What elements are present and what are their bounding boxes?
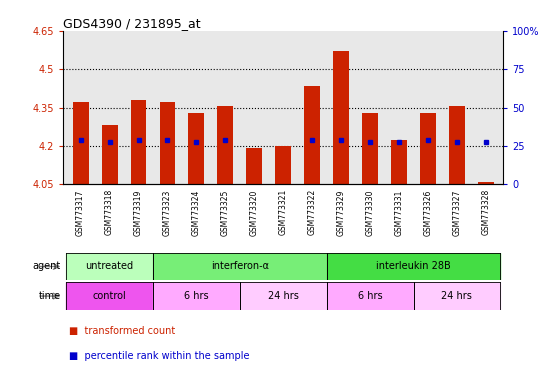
Bar [327,253,500,280]
Text: untreated: untreated [85,262,134,271]
Text: GDS4390 / 231895_at: GDS4390 / 231895_at [63,17,201,30]
Bar [327,282,414,310]
Bar [304,86,320,184]
Bar [246,149,262,184]
Bar [478,182,494,184]
Text: agent: agent [32,262,60,271]
Bar [66,253,153,280]
Text: time: time [39,291,60,301]
Text: control: control [93,291,126,301]
Bar [449,106,465,184]
Bar [73,103,89,184]
Bar [420,113,436,184]
Text: interferon-α: interferon-α [211,262,269,271]
Bar [66,282,153,310]
Bar [102,126,118,184]
Bar [153,282,240,310]
Bar [240,282,327,310]
Bar [391,139,407,184]
Bar [414,282,501,310]
Text: ■  transformed count: ■ transformed count [69,326,175,336]
Text: 24 hrs: 24 hrs [442,291,472,301]
Text: ■  percentile rank within the sample: ■ percentile rank within the sample [69,351,249,361]
Text: interleukin 28B: interleukin 28B [376,262,451,271]
Bar [217,106,233,184]
Bar [276,146,291,184]
Text: 24 hrs: 24 hrs [268,291,299,301]
Bar [160,103,175,184]
Bar [130,100,146,184]
Bar [362,113,378,184]
Bar [153,253,327,280]
Text: 6 hrs: 6 hrs [358,291,382,301]
Text: 6 hrs: 6 hrs [184,291,208,301]
Bar [333,51,349,184]
Bar [189,113,205,184]
